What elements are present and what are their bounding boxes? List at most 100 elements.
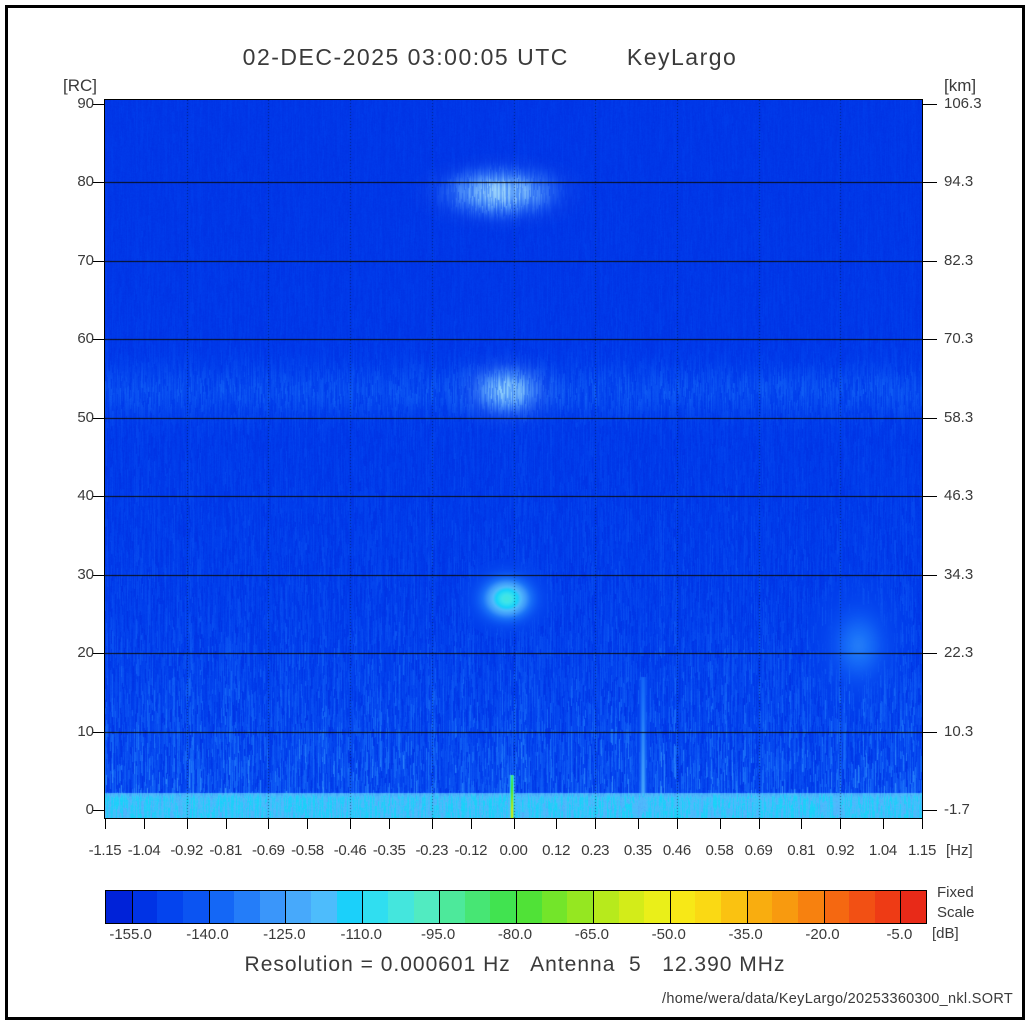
y-right-tick-label: 58.3 xyxy=(944,408,974,426)
x-tick-mark xyxy=(144,818,146,829)
colorbar-segment xyxy=(874,891,901,923)
colorbar-tick-mark xyxy=(592,891,594,923)
x-tick-mark xyxy=(350,818,352,829)
x-tick-label: -0.35 xyxy=(372,842,406,859)
x-tick-mark xyxy=(431,818,433,829)
x-tick-label: 0.12 xyxy=(542,842,571,859)
y-left-tick-label: 70 xyxy=(77,251,94,269)
colorbar-tick-label: -20.0 xyxy=(805,926,840,943)
x-tick-label: -1.04 xyxy=(127,842,161,859)
x-tick-mark xyxy=(719,818,721,829)
x-tick-label: -0.23 xyxy=(415,842,449,859)
y-right-tick-mark xyxy=(922,182,937,184)
colorbar-tick-label: -50.0 xyxy=(651,926,686,943)
y-left-tick-mark xyxy=(93,260,105,262)
y-left-tick-label: 40 xyxy=(77,487,94,505)
x-tick-mark xyxy=(470,818,472,829)
colorbar-tick-mark xyxy=(823,891,825,923)
fixed-scale-note-line1: Fixed xyxy=(937,884,974,901)
colorbar-segment xyxy=(516,891,542,923)
x-tick-label: 0.23 xyxy=(581,842,610,859)
y-left-tick-label: 30 xyxy=(77,565,94,583)
colorbar-segment xyxy=(362,891,388,923)
x-tick-label: 0.00 xyxy=(499,842,528,859)
x-tick-mark xyxy=(268,818,270,829)
colorbar-segment xyxy=(234,891,260,923)
colorbar-segment xyxy=(387,891,414,923)
colorbar-segment xyxy=(823,891,850,923)
colorbar-tick-label: -95.0 xyxy=(421,926,456,943)
y-left-tick-mark xyxy=(93,574,105,576)
y-right-tick-label: 82.3 xyxy=(944,251,974,269)
colorbar-segment xyxy=(772,891,798,923)
y-right-tick-mark xyxy=(922,496,937,498)
page-border xyxy=(5,5,1025,1020)
colorbar-segment xyxy=(439,891,465,923)
colorbar-segment xyxy=(797,891,824,923)
colorbar-tick-label: -80.0 xyxy=(497,926,533,943)
x-tick-label: 0.81 xyxy=(787,842,816,859)
x-tick-label: 0.92 xyxy=(826,842,855,859)
colorbar-segment xyxy=(208,891,235,923)
x-tick-label: 0.35 xyxy=(623,842,652,859)
plot-frame xyxy=(104,99,923,819)
x-tick-mark xyxy=(389,818,391,829)
colorbar-tick-label: -155.0 xyxy=(109,926,152,943)
colorbar-segment xyxy=(567,891,593,923)
x-tick-label: -0.46 xyxy=(333,842,367,859)
y-right-tick-label: 10.3 xyxy=(944,722,974,740)
y-left-tick-label: 60 xyxy=(77,330,94,348)
x-tick-mark xyxy=(882,818,884,829)
y-left-tick-mark xyxy=(93,417,105,419)
x-tick-mark xyxy=(758,818,760,829)
y-left-tick-mark xyxy=(93,182,105,184)
x-tick-label: -0.92 xyxy=(170,842,204,859)
x-tick-mark xyxy=(186,818,188,829)
colorbar-segment xyxy=(618,891,645,923)
colorbar-segment xyxy=(721,891,747,923)
y-right-tick-label: 46.3 xyxy=(944,487,974,505)
colorbar-segment xyxy=(259,891,286,923)
x-tick-mark xyxy=(556,818,558,829)
colorbar-segment xyxy=(336,891,363,923)
colorbar-segment xyxy=(695,891,721,923)
fixed-scale-note-line2: Scale xyxy=(937,904,975,921)
y-left-tick-label: 20 xyxy=(77,644,94,662)
colorbar-unit: [dB] xyxy=(932,925,959,942)
y-left-tick-label: 50 xyxy=(77,408,94,426)
y-right-tick-mark xyxy=(922,810,937,811)
x-tick-label: 1.04 xyxy=(868,842,897,859)
title-station: KeyLargo xyxy=(626,44,738,70)
y-left-tick-label: 10 xyxy=(77,722,94,740)
chart-title: 02-DEC-2025 03:00:05 UTC KeyLargo xyxy=(90,44,890,71)
x-tick-label: -1.15 xyxy=(88,842,122,859)
y-right-tick-mark xyxy=(922,653,937,655)
colorbar-segment xyxy=(592,891,619,923)
x-tick-label: 1.15 xyxy=(908,842,936,859)
colorbar-tick-mark xyxy=(439,891,441,923)
x-tick-label: 0.46 xyxy=(662,842,691,859)
colorbar-tick-mark xyxy=(285,891,287,923)
y-left-tick-label: 0 xyxy=(85,801,94,818)
colorbar-tick-mark xyxy=(362,891,364,923)
x-axis-unit: [Hz] xyxy=(946,842,973,859)
y-right-tick-label: 70.3 xyxy=(944,330,974,348)
x-tick-mark xyxy=(637,818,639,829)
colorbar-tick-label: -5.0 xyxy=(886,926,913,943)
y-left-tick-mark xyxy=(93,810,105,811)
colorbar-segment xyxy=(182,891,209,923)
y-right-tick-mark xyxy=(922,339,937,341)
y-left-tick-label: 90 xyxy=(77,95,94,112)
y-right-tick-label: -1.7 xyxy=(944,801,970,818)
colorbar-segment xyxy=(669,891,696,923)
x-tick-mark xyxy=(513,818,515,829)
colorbar-segment xyxy=(541,891,568,923)
colorbar-segment xyxy=(413,891,440,923)
colorbar-tick-label: -140.0 xyxy=(186,926,229,943)
x-tick-mark xyxy=(225,818,227,829)
y-right-tick-mark xyxy=(922,104,937,105)
colorbar-tick-mark xyxy=(900,891,902,923)
colorbar-segment xyxy=(311,891,337,923)
title-timestamp: 02-DEC-2025 03:00:05 UTC xyxy=(242,44,569,70)
